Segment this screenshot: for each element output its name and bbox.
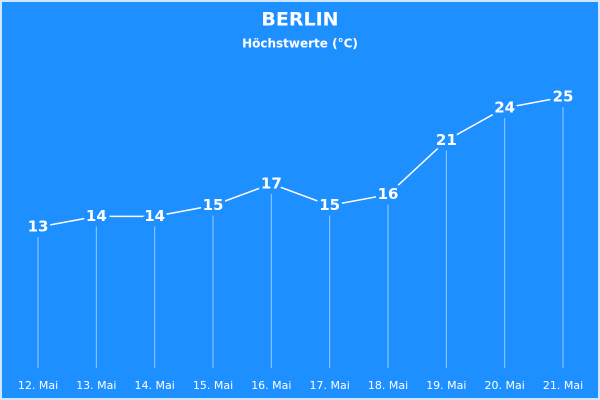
value-label: 13 [28,218,49,236]
value-label: 15 [319,196,340,214]
chart-subtitle: Höchstwerte (°C) [242,37,358,51]
x-tick-label: 16. Mai [251,379,291,392]
x-tick-label: 21. Mai [543,379,583,392]
value-label: 15 [203,196,224,214]
x-tick-label: 14. Mai [135,379,175,392]
value-label: 21 [436,131,457,149]
x-tick-label: 18. Mai [368,379,408,392]
value-label: 25 [553,88,574,106]
chart-title: BERLIN [261,9,338,31]
value-label: 24 [494,99,515,117]
x-tick-label: 20. Mai [485,379,525,392]
value-label: 17 [261,174,282,192]
x-tick-label: 13. Mai [76,379,116,392]
x-tick-label: 12. Mai [18,379,58,392]
x-tick-label: 19. Mai [426,379,466,392]
x-tick-label: 17. Mai [310,379,350,392]
value-label: 14 [144,207,165,225]
x-tick-label: 15. Mai [193,379,233,392]
value-label: 16 [378,185,399,203]
line-series [37,96,564,228]
value-label: 14 [86,207,107,225]
